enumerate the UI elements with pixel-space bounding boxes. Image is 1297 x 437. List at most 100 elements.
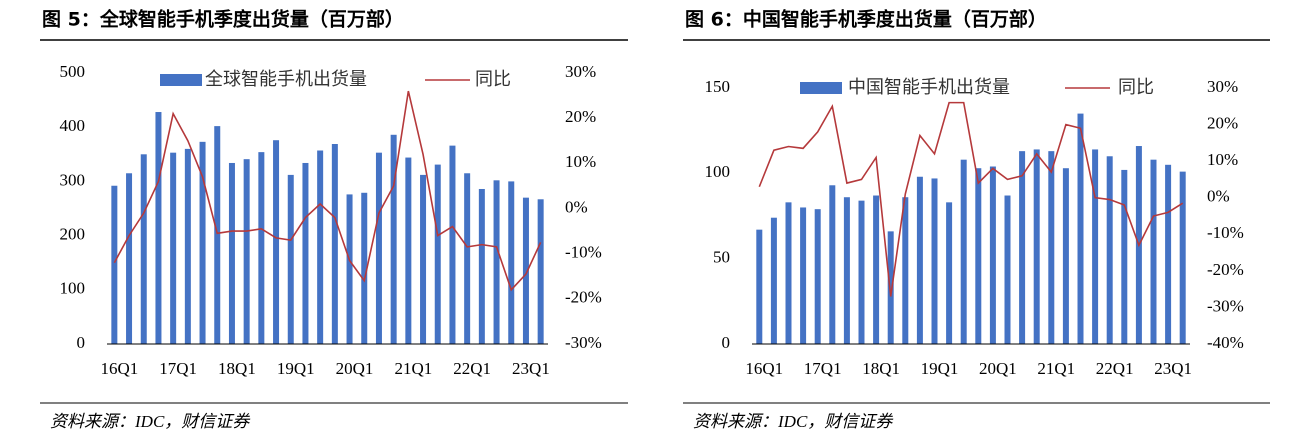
x-tick-label: 21Q1	[394, 359, 432, 378]
bar	[258, 152, 265, 344]
bar	[975, 168, 982, 344]
x-tick-label: 20Q1	[336, 359, 374, 378]
bar	[111, 185, 118, 344]
bar	[931, 178, 938, 344]
legend-label: 同比	[1118, 77, 1154, 98]
y2-tick-label: -10%	[565, 243, 602, 262]
bar	[814, 209, 821, 344]
bar	[770, 217, 777, 344]
bar	[273, 140, 280, 344]
bar	[405, 157, 412, 344]
y2-tick-label: -10%	[1207, 223, 1244, 242]
y2-tick-label: -30%	[565, 333, 602, 352]
bar	[434, 164, 441, 344]
bar	[1004, 195, 1011, 344]
x-tick-label: 16Q1	[745, 359, 783, 378]
y2-tick-label: 10%	[1207, 150, 1238, 169]
x-tick-label: 16Q1	[100, 359, 138, 378]
y2-tick-label: 0%	[1207, 187, 1230, 206]
y2-tick-label: 10%	[565, 152, 596, 171]
source: 资料来源：IDC，财信证券	[50, 412, 251, 431]
bar	[1062, 168, 1069, 344]
source: 资料来源：IDC，财信证券	[693, 412, 894, 431]
y2-tick-label: 30%	[1207, 77, 1238, 96]
bar	[1048, 151, 1055, 344]
legend-label: 同比	[475, 69, 511, 90]
legend-label: 全球智能手机出货量	[205, 69, 367, 90]
y2-tick-label: -40%	[1207, 333, 1244, 352]
bar	[902, 197, 909, 344]
bar	[756, 229, 763, 344]
x-tick-label: 17Q1	[159, 359, 197, 378]
x-tick-label: 20Q1	[979, 359, 1017, 378]
x-tick-label: 22Q1	[1096, 359, 1134, 378]
bar	[800, 207, 807, 344]
bar	[960, 159, 967, 344]
bar	[155, 112, 162, 344]
y-tick-label: 100	[60, 279, 86, 298]
bar	[170, 152, 177, 344]
bar	[346, 194, 353, 344]
x-tick-label: 17Q1	[804, 359, 842, 378]
bar	[1019, 151, 1026, 344]
y2-tick-label: -20%	[1207, 260, 1244, 279]
x-tick-label: 19Q1	[277, 359, 315, 378]
bar	[989, 166, 996, 344]
bar	[302, 162, 309, 344]
x-tick-label: 22Q1	[453, 359, 491, 378]
bar	[1106, 156, 1113, 344]
bar	[493, 180, 500, 344]
bar	[1179, 171, 1186, 344]
y2-tick-label: 30%	[565, 62, 596, 81]
y-tick-label: 400	[60, 116, 86, 135]
bar	[1033, 149, 1040, 344]
bar	[184, 148, 191, 344]
bar	[126, 173, 133, 344]
bar	[214, 126, 221, 344]
bar	[1121, 169, 1128, 344]
bar	[317, 150, 324, 344]
bar	[228, 162, 235, 344]
bar	[331, 144, 338, 344]
y2-tick-label: 0%	[565, 197, 588, 216]
y-tick-label: 200	[60, 225, 86, 244]
line-series	[758, 101, 1184, 297]
bar	[1150, 159, 1157, 344]
bar	[858, 200, 865, 344]
bar	[287, 174, 294, 344]
bar	[449, 145, 456, 344]
bar	[375, 152, 382, 344]
y-tick-label: 50	[713, 248, 730, 267]
chart-title: 图 6：中国智能手机季度出货量（百万部）	[685, 8, 1047, 31]
bar	[537, 199, 544, 344]
bar	[829, 185, 836, 344]
bar	[522, 197, 529, 344]
chart-title: 图 5：全球智能手机季度出货量（百万部）	[42, 8, 404, 31]
bar	[420, 174, 427, 344]
y-tick-label: 150	[705, 77, 731, 96]
legend-swatch	[160, 74, 202, 86]
y-tick-label: 0	[77, 333, 86, 352]
line-series	[113, 90, 542, 292]
y-tick-label: 100	[705, 162, 731, 181]
bar	[508, 181, 515, 344]
bar	[390, 134, 397, 344]
x-tick-label: 18Q1	[218, 359, 256, 378]
y-tick-label: 500	[60, 62, 86, 81]
bar	[785, 202, 792, 344]
bar	[1092, 149, 1099, 344]
bar	[464, 173, 471, 344]
legend-label: 中国智能手机出货量	[848, 77, 1010, 98]
bar	[946, 202, 953, 344]
x-tick-label: 18Q1	[862, 359, 900, 378]
bar	[243, 159, 250, 344]
bar	[478, 188, 485, 344]
y2-tick-label: -20%	[565, 288, 602, 307]
y2-tick-label: 20%	[565, 107, 596, 126]
bar	[843, 197, 850, 344]
bar	[887, 231, 894, 344]
bar	[1077, 113, 1084, 344]
y2-tick-label: -30%	[1207, 296, 1244, 315]
bar	[916, 176, 923, 344]
